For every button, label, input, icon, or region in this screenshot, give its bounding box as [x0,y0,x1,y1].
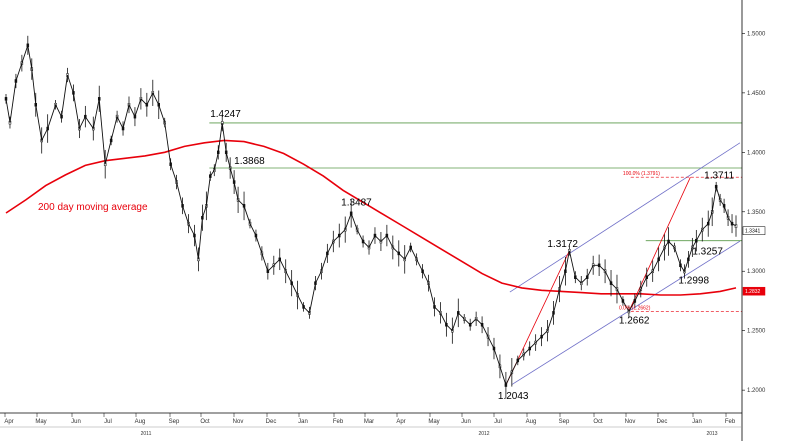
y-axis: 1.5000 1.4500 1.4000 1.3500 1.3000 1.2500 1.20… [741,0,766,441]
x-tick-label: Jan [692,419,702,425]
y-tick-label: 1.2500 [747,329,766,335]
annotation-label: 1.3172 [547,239,578,250]
channel-line-upper [509,142,741,293]
x-tick-label: Oct [200,419,210,425]
x-tick-label: Sep [169,419,180,425]
y-tick-label: 1.5000 [747,31,766,37]
fib-label: 100.0% (1.3791) [623,171,660,177]
x-tick-label: Dec [266,419,277,425]
x-tick-label: Sep [559,419,570,425]
moving-average-line [5,139,737,296]
x-year-label: 2012 [478,431,489,437]
annotation-label: 1.2662 [619,315,650,326]
x-tick-label: Mar [364,419,374,425]
annotation-label: 1.3487 [341,197,372,208]
fib-labels: 100.0% (1.3791) 0.0% (1.2662) [619,171,660,311]
x-year-label: 2011 [141,431,152,437]
x-tick-label: Aug [135,419,146,425]
x-tick-label: Feb [725,419,736,425]
value-tag-box [742,286,766,296]
x-axis: Apr May Jun Jul Aug Sep Oct Nov Dec Jan Feb Mar Apr M… [0,412,742,437]
price-line [5,45,737,387]
annotation-label: 1.4247 [210,109,241,120]
channel-line-lower [511,240,741,385]
ma-label: 200 day moving average [38,202,148,213]
y-tick-label: 1.4000 [747,150,766,156]
x-tick-label: Jul [494,419,502,425]
x-year-label: 2013 [706,431,717,437]
x-tick-label: Apr [4,419,13,425]
candle-body [734,224,738,228]
annotation-label: 1.3868 [234,156,265,167]
x-tick-label: Feb [333,419,344,425]
annotations: 1.4247 1.3868 1.3487 1.3172 1.2043 1.2662 1.29… [210,109,734,402]
x-tick-label: Apr [396,419,405,425]
annotation-label: 1.2998 [678,275,709,286]
horizontal-lines [209,122,742,242]
value-tag-box [742,226,766,235]
x-tick-label: May [428,419,439,425]
channel-lines [509,142,741,385]
y-tick-label: 1.3500 [747,210,766,216]
y-tick-label: 1.4500 [747,91,766,97]
annotation-label: 1.2043 [498,391,529,402]
value-tag-label: 1.3341 [745,229,761,235]
fib-label: 0.0% (1.2662) [619,305,651,311]
y-tick-label: 1.2000 [747,388,766,394]
moving-average-label: 200 day moving average [38,202,148,213]
annotation-label: 1.3257 [692,247,723,258]
y-tick-label: 1.3000 [747,269,766,275]
value-tag-label: 1.2832 [745,289,761,295]
x-tick-label: Nov [233,419,244,425]
x-tick-label: Dec [657,419,668,425]
fib-trend-line [628,177,691,312]
x-tick-label: Jul [104,419,112,425]
x-tick-label: May [35,419,46,425]
x-tick-label: Jan [298,419,308,425]
x-tick-label: Oct [593,419,603,425]
price-series [4,35,738,399]
x-tick-label: Jun [461,419,471,425]
moving-average [5,139,737,296]
x-tick-label: Jun [71,419,81,425]
annotation-label: 1.3711 [704,171,734,182]
x-tick-label: Nov [625,419,636,425]
x-tick-label: Aug [526,419,537,425]
value-tags: 1.3341 1.2832 [742,226,766,296]
